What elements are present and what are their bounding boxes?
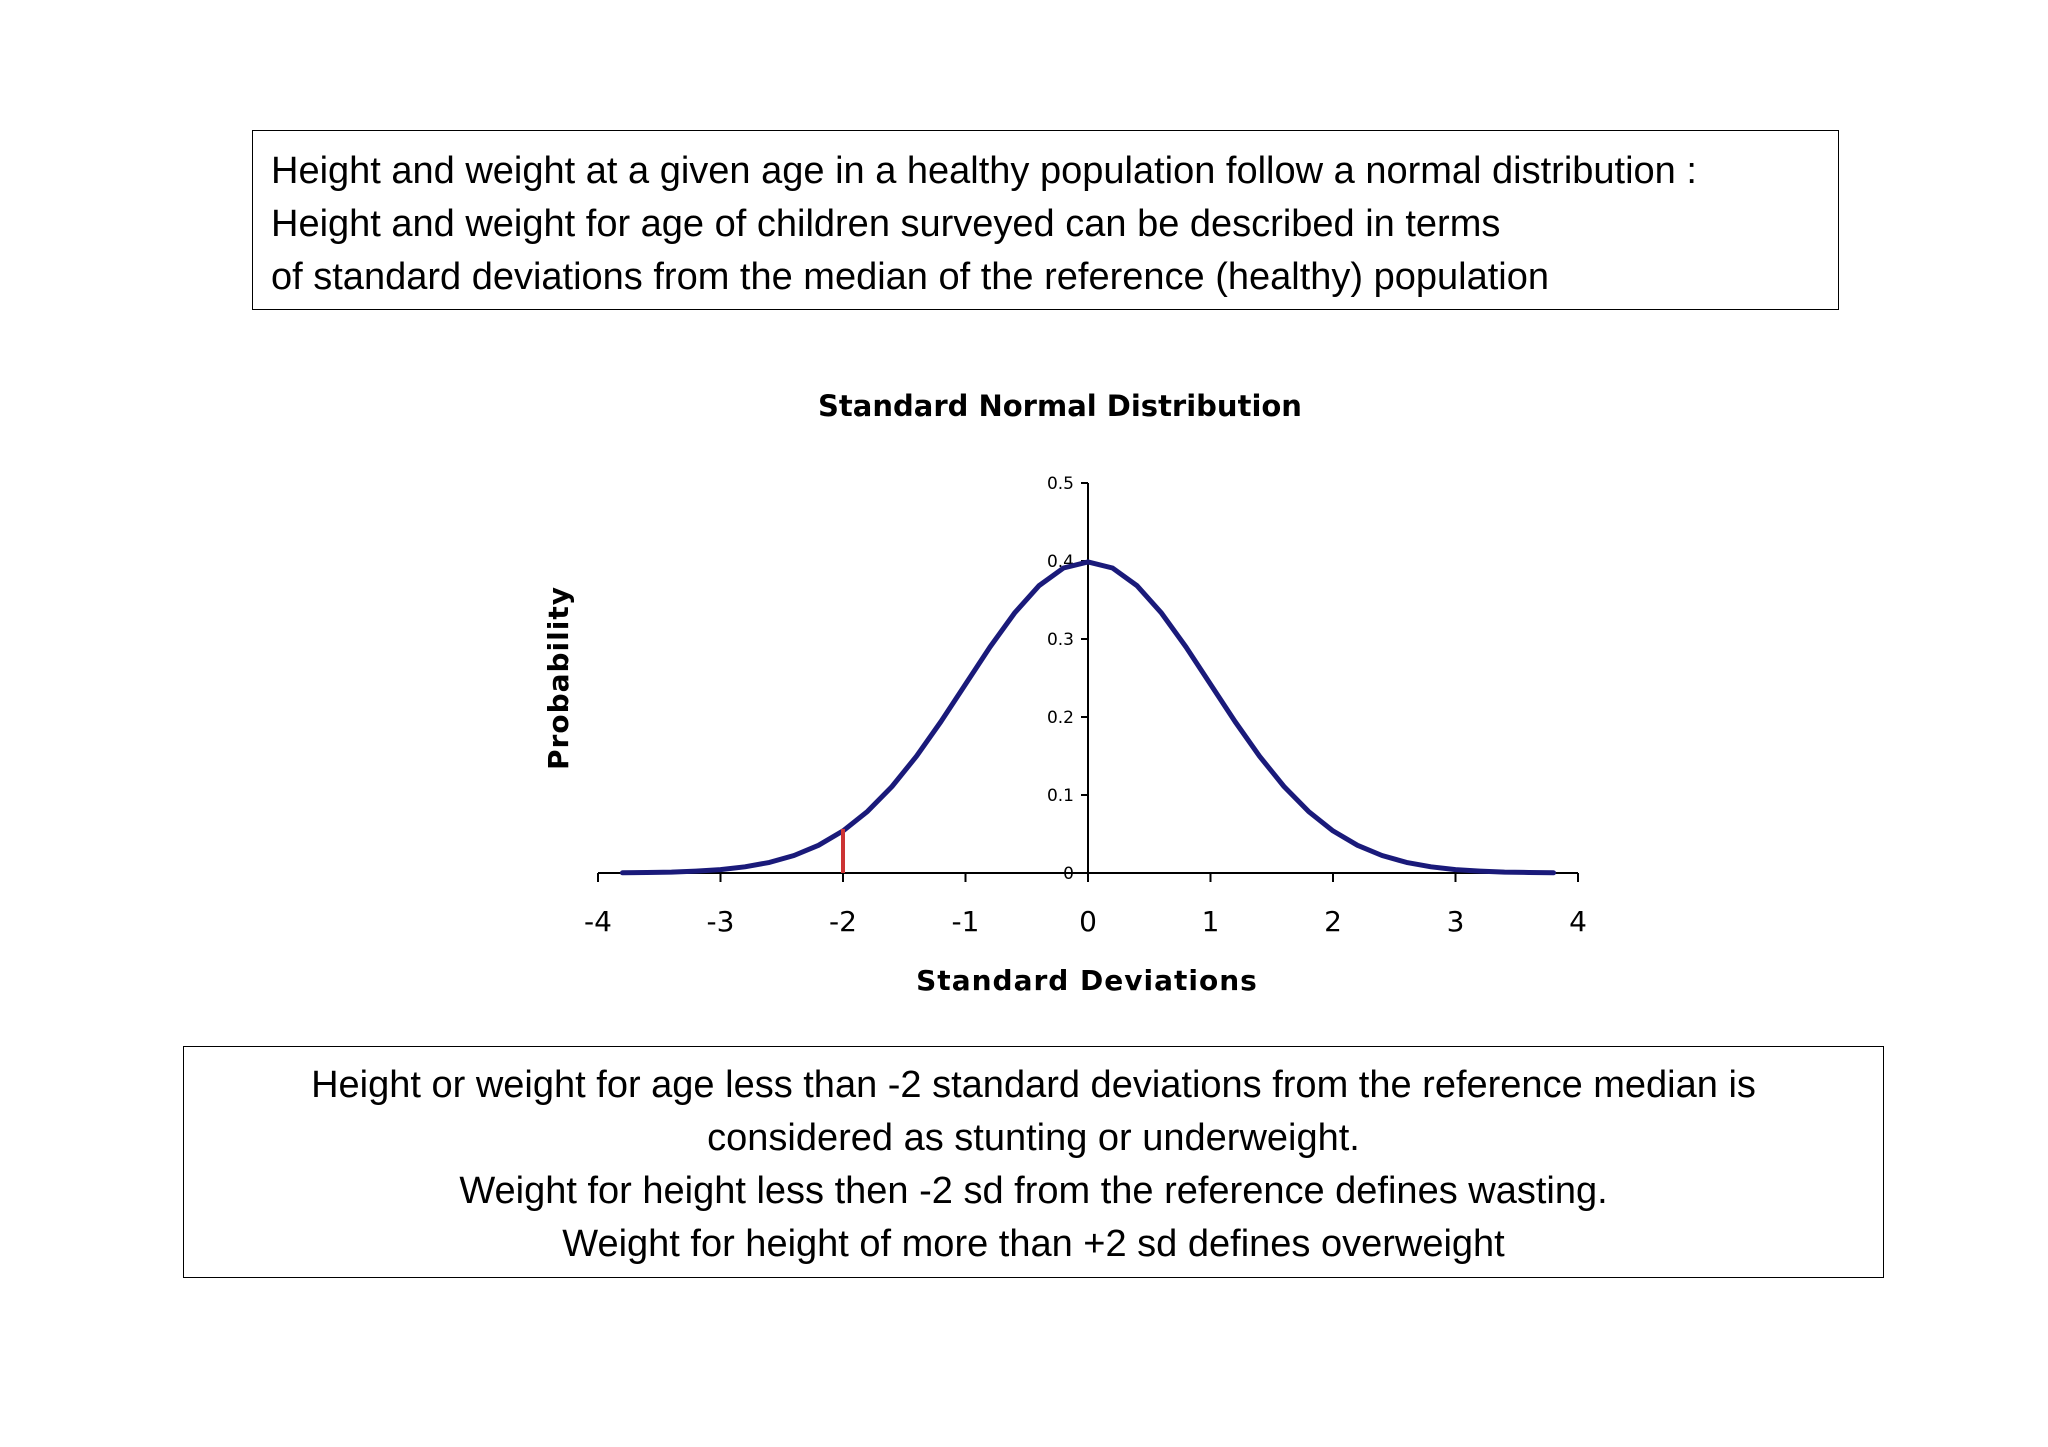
top-note-box: Height and weight at a given age in a he… — [252, 130, 1839, 310]
x-tick-label: 4 — [1569, 905, 1587, 938]
x-tick-label: 0 — [1079, 905, 1097, 938]
x-tick-label: -2 — [829, 905, 857, 938]
bottom-note-line-4: Weight for height of more than +2 sd def… — [562, 1223, 1505, 1265]
top-note-line-3: of standard deviations from the median o… — [271, 256, 1549, 298]
bottom-note-line-2: considered as stunting or underweight. — [707, 1117, 1360, 1159]
series-line — [620, 559, 1556, 876]
x-tick-label: 3 — [1447, 905, 1465, 938]
x-axis-title: Standard Deviations — [916, 964, 1258, 997]
x-tick-label: -3 — [707, 905, 735, 938]
y-tick-label: 0 — [1063, 864, 1074, 884]
plot-area — [620, 559, 1556, 876]
y-tick-label: 0.3 — [1047, 630, 1074, 650]
axes: -4 -3 -2 -1 0 1 2 3 400.10.20.30.40.5 — [584, 474, 1587, 938]
bottom-note-line-3: Weight for height less then -2 sd from t… — [459, 1170, 1608, 1212]
y-axis-title: Probability — [542, 586, 575, 770]
chart-title: Standard Normal Distribution — [818, 389, 1302, 423]
bottom-note-box: Height or weight for age less than -2 st… — [183, 1046, 1884, 1278]
top-note-line-1: Height and weight at a given age in a he… — [271, 150, 1697, 192]
bottom-note-line-1: Height or weight for age less than -2 st… — [311, 1064, 1756, 1106]
x-tick-label: -4 — [584, 905, 612, 938]
x-tick-label: 1 — [1202, 905, 1220, 938]
top-note-line-2: Height and weight for age of children su… — [271, 203, 1501, 245]
y-tick-label: 0.2 — [1047, 708, 1074, 728]
x-tick-label: 2 — [1324, 905, 1342, 938]
y-tick-label: 0.5 — [1047, 474, 1074, 494]
x-tick-label: -1 — [952, 905, 980, 938]
y-tick-label: 0.1 — [1047, 786, 1074, 806]
